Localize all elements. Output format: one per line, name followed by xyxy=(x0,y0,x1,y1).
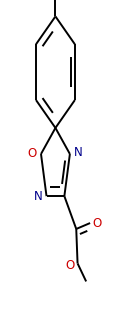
Text: N: N xyxy=(74,146,83,159)
Text: O: O xyxy=(65,258,74,272)
Text: O: O xyxy=(28,147,37,160)
Text: O: O xyxy=(93,216,102,230)
Text: N: N xyxy=(34,190,43,203)
